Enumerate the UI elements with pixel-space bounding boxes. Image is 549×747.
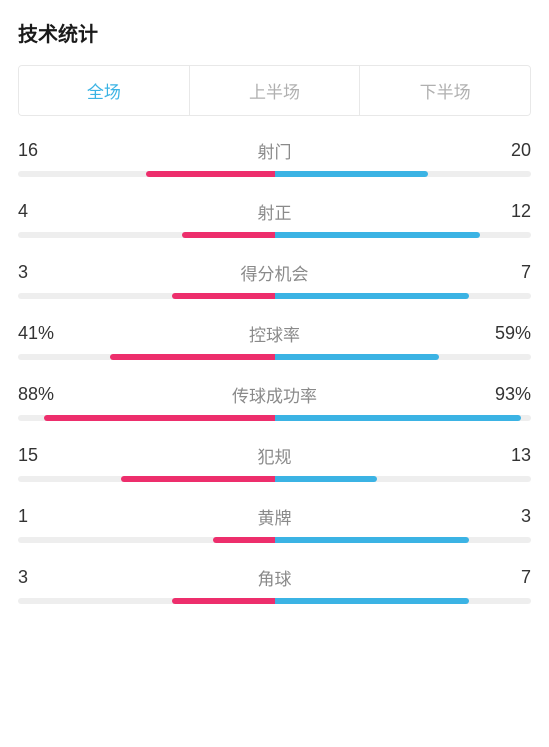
page-title: 技术统计 bbox=[18, 18, 531, 47]
stat-right-value: 59% bbox=[471, 323, 531, 344]
bar-left bbox=[172, 293, 275, 299]
stat-label: 传球成功率 bbox=[78, 382, 471, 407]
bar-track bbox=[18, 354, 531, 360]
stat-header: 3角球7 bbox=[18, 565, 531, 590]
stat-right-value: 12 bbox=[471, 201, 531, 222]
bar-left bbox=[110, 354, 274, 360]
stat-header: 88%传球成功率93% bbox=[18, 382, 531, 407]
stat-left-value: 1 bbox=[18, 506, 78, 527]
stat-header: 4射正12 bbox=[18, 199, 531, 224]
stat-row: 16射门20 bbox=[18, 138, 531, 177]
stat-row: 41%控球率59% bbox=[18, 321, 531, 360]
bar-right bbox=[275, 293, 470, 299]
bar-left bbox=[146, 171, 274, 177]
bar-track bbox=[18, 415, 531, 421]
stat-left-value: 41% bbox=[18, 323, 78, 344]
bar-right bbox=[275, 476, 378, 482]
bar-track bbox=[18, 537, 531, 543]
bar-left bbox=[213, 537, 275, 543]
stat-label: 射正 bbox=[78, 199, 471, 224]
stat-label: 得分机会 bbox=[78, 260, 471, 285]
stats-container: 16射门204射正123得分机会741%控球率59%88%传球成功率93%15犯… bbox=[18, 138, 531, 604]
stat-header: 41%控球率59% bbox=[18, 321, 531, 346]
stat-row: 15犯规13 bbox=[18, 443, 531, 482]
stat-label: 控球率 bbox=[78, 321, 471, 346]
tab-2[interactable]: 下半场 bbox=[359, 66, 530, 115]
tab-1[interactable]: 上半场 bbox=[189, 66, 360, 115]
stat-header: 3得分机会7 bbox=[18, 260, 531, 285]
bar-left bbox=[182, 232, 274, 238]
bar-right bbox=[275, 598, 470, 604]
stat-left-value: 15 bbox=[18, 445, 78, 466]
stat-header: 16射门20 bbox=[18, 138, 531, 163]
stat-label: 黄牌 bbox=[78, 504, 471, 529]
bar-track bbox=[18, 171, 531, 177]
stat-label: 角球 bbox=[78, 565, 471, 590]
stat-left-value: 88% bbox=[18, 384, 78, 405]
stat-label: 射门 bbox=[78, 138, 471, 163]
stat-row: 88%传球成功率93% bbox=[18, 382, 531, 421]
bar-track bbox=[18, 232, 531, 238]
stat-header: 1黄牌3 bbox=[18, 504, 531, 529]
stat-row: 3得分机会7 bbox=[18, 260, 531, 299]
bar-right bbox=[275, 171, 429, 177]
stat-left-value: 3 bbox=[18, 567, 78, 588]
stat-label: 犯规 bbox=[78, 443, 471, 468]
stat-left-value: 3 bbox=[18, 262, 78, 283]
tabs-container: 全场上半场下半场 bbox=[18, 65, 531, 116]
stat-right-value: 7 bbox=[471, 262, 531, 283]
stat-row: 4射正12 bbox=[18, 199, 531, 238]
bar-right bbox=[275, 415, 521, 421]
stat-right-value: 93% bbox=[471, 384, 531, 405]
bar-track bbox=[18, 476, 531, 482]
stat-right-value: 7 bbox=[471, 567, 531, 588]
tab-0[interactable]: 全场 bbox=[19, 66, 189, 115]
stat-header: 15犯规13 bbox=[18, 443, 531, 468]
bar-left bbox=[172, 598, 275, 604]
bar-right bbox=[275, 537, 470, 543]
stat-left-value: 4 bbox=[18, 201, 78, 222]
stat-row: 3角球7 bbox=[18, 565, 531, 604]
bar-track bbox=[18, 598, 531, 604]
stat-left-value: 16 bbox=[18, 140, 78, 161]
bar-track bbox=[18, 293, 531, 299]
bar-right bbox=[275, 354, 439, 360]
bar-right bbox=[275, 232, 480, 238]
stat-right-value: 20 bbox=[471, 140, 531, 161]
stat-row: 1黄牌3 bbox=[18, 504, 531, 543]
bar-left bbox=[44, 415, 275, 421]
stat-right-value: 13 bbox=[471, 445, 531, 466]
stat-right-value: 3 bbox=[471, 506, 531, 527]
bar-left bbox=[121, 476, 275, 482]
